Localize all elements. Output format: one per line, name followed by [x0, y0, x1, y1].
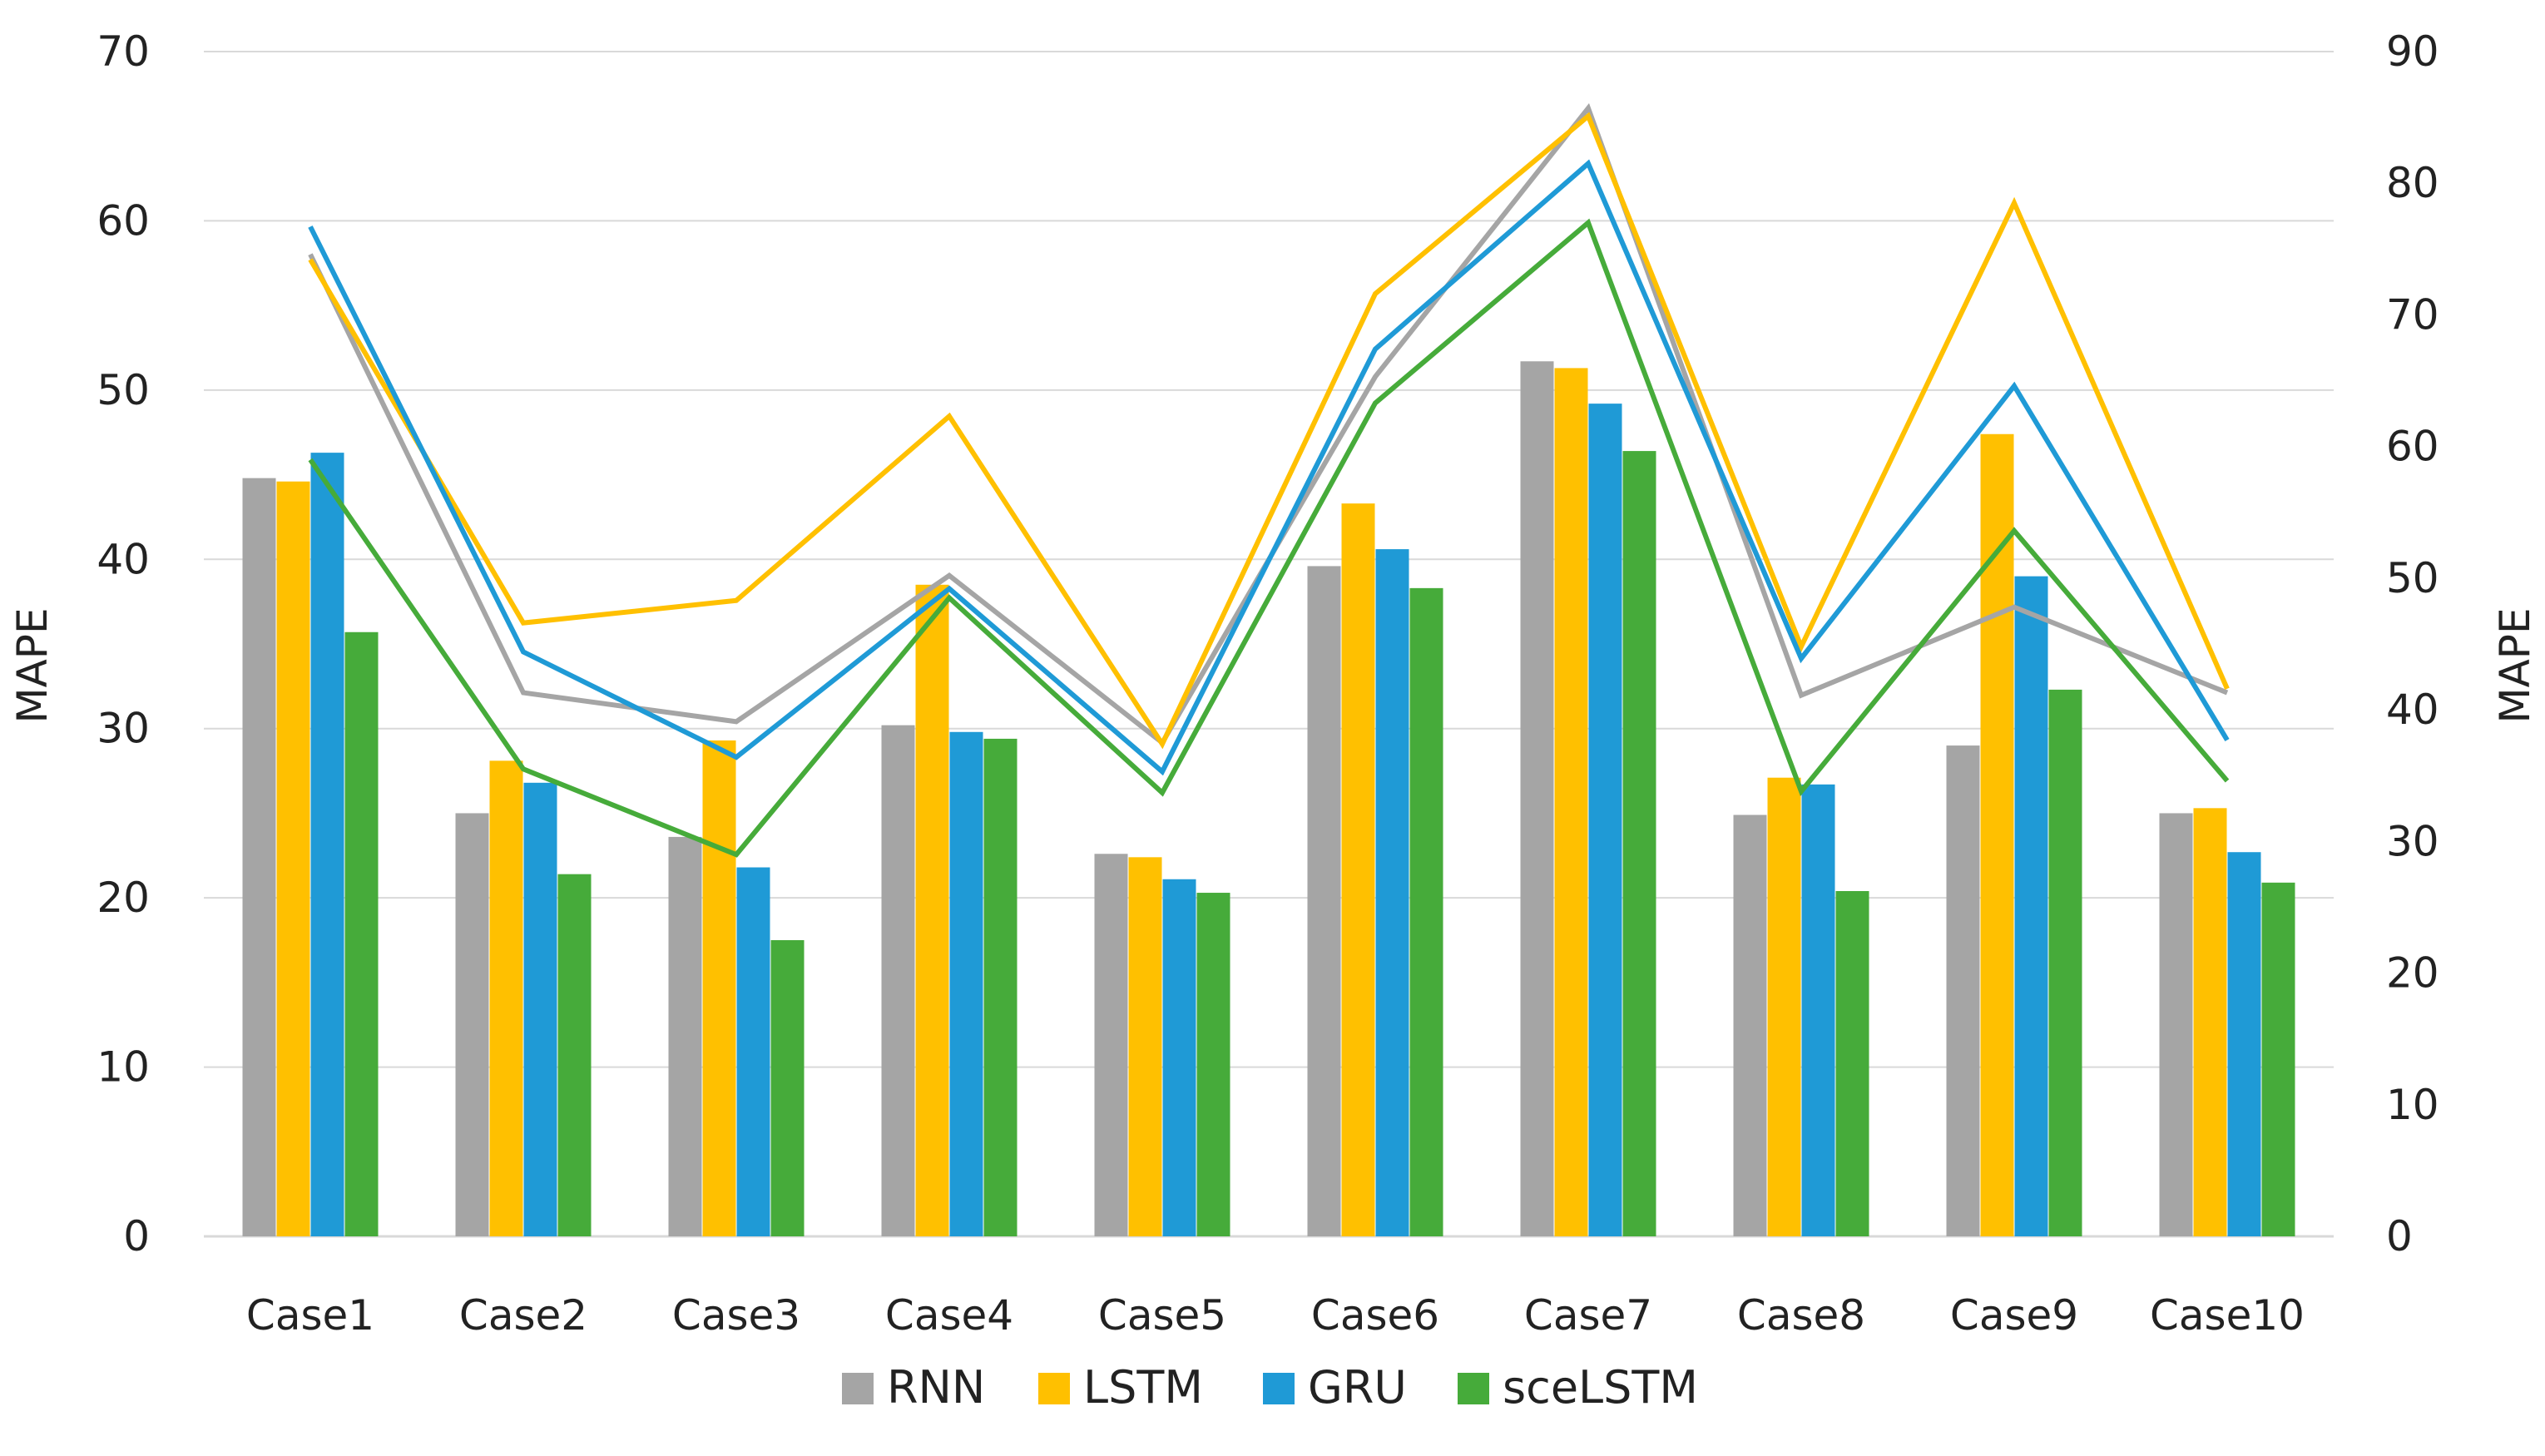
- y-tick-label-left: 40: [97, 535, 150, 583]
- bar-gru-case6: [1375, 549, 1409, 1236]
- bar-rnn-case4: [881, 725, 915, 1236]
- bar-gru-case1: [310, 453, 344, 1236]
- y-tick-label-right: 10: [2386, 1081, 2439, 1129]
- bar-lstm-case6: [1341, 503, 1375, 1236]
- bar-lstm-case2: [489, 760, 523, 1236]
- bar-scelstm-case1: [344, 631, 379, 1236]
- line-rnn: [308, 102, 2229, 747]
- legend-swatch-rnn: [842, 1373, 874, 1404]
- legend-label-rnn: RNN: [887, 1361, 985, 1414]
- y-tick-label-left: 70: [97, 27, 150, 76]
- bar-gru-case4: [949, 731, 983, 1236]
- bar-gru-case9: [2014, 576, 2048, 1236]
- bar-scelstm-case3: [770, 940, 805, 1236]
- bar-scelstm-case5: [1196, 893, 1230, 1236]
- x-tick-label: Case10: [2150, 1291, 2305, 1340]
- bar-rnn-case1: [242, 478, 276, 1236]
- bar-lstm-case3: [702, 740, 736, 1236]
- bar-lstm-case7: [1554, 368, 1588, 1237]
- bar-rnn-case2: [455, 813, 489, 1236]
- legend-label-lstm: LSTM: [1083, 1361, 1203, 1414]
- bar-scelstm-case7: [1622, 451, 1656, 1236]
- y-tick-label-left: 0: [123, 1212, 150, 1260]
- bar-scelstm-case10: [2261, 882, 2295, 1236]
- y-tick-label-left: 50: [97, 366, 150, 414]
- bar-gru-case8: [1801, 784, 1835, 1236]
- legend-label-scelstm: sceLSTM: [1503, 1361, 1698, 1414]
- line-gru: [308, 159, 2230, 776]
- y-tick-label-right: 50: [2386, 554, 2439, 602]
- bar-gru-case5: [1162, 879, 1196, 1236]
- bar-lstm-case10: [2193, 808, 2227, 1236]
- bar-lstm-case1: [276, 481, 310, 1236]
- y-tick-label-left: 60: [97, 196, 150, 245]
- x-tick-label: Case1: [246, 1291, 374, 1340]
- lines: [308, 102, 2230, 858]
- legend-swatch-gru: [1263, 1373, 1295, 1404]
- bar-lstm-case4: [915, 584, 949, 1236]
- bar-scelstm-case2: [557, 874, 592, 1236]
- x-tick-label: Case9: [1950, 1291, 2078, 1340]
- bar-rnn-case5: [1094, 854, 1128, 1236]
- legend-swatch-lstm: [1038, 1373, 1070, 1404]
- x-tick-label: Case6: [1311, 1291, 1439, 1340]
- bar-rnn-case3: [668, 836, 702, 1236]
- bar-scelstm-case4: [983, 738, 1018, 1236]
- bar-scelstm-case9: [2048, 689, 2082, 1236]
- bar-lstm-case5: [1128, 857, 1162, 1236]
- x-tick-label: Case4: [885, 1291, 1013, 1340]
- y-tick-label-right: 20: [2386, 949, 2439, 998]
- bar-gru-case10: [2227, 852, 2261, 1236]
- legend-swatch-scelstm: [1458, 1373, 1489, 1404]
- line-scelstm: [308, 218, 2230, 858]
- bar-rnn-case10: [2159, 813, 2193, 1236]
- y-tick-label-left: 10: [97, 1043, 150, 1092]
- y-tick-label-right: 30: [2386, 817, 2439, 865]
- y-tick-label-right: 70: [2386, 290, 2439, 339]
- x-tick-label: Case5: [1098, 1291, 1226, 1340]
- legend: RNN LSTM GRU sceLSTM: [842, 1361, 1698, 1414]
- y-tick-label-right: 60: [2386, 423, 2439, 471]
- bar-lstm-case8: [1767, 777, 1801, 1236]
- bar-rnn-case6: [1307, 566, 1341, 1236]
- y-tick-label-right: 40: [2386, 686, 2439, 734]
- x-tick-label: Case2: [459, 1291, 587, 1340]
- axes: 0 10 20 30 40 50 60 70 0 10 20 30 40 50 60 70 80 90 Case1 C…: [97, 27, 2439, 1340]
- y-axis-title-right: MAPE: [2491, 607, 2539, 723]
- bar-scelstm-case8: [1835, 891, 1869, 1236]
- bars: [242, 361, 2295, 1237]
- x-tick-label: Case7: [1524, 1291, 1652, 1340]
- bar-gru-case2: [523, 782, 557, 1236]
- x-tick-label: Case8: [1737, 1291, 1865, 1340]
- legend-label-gru: GRU: [1308, 1361, 1407, 1414]
- line-lstm: [308, 111, 2230, 750]
- bar-rnn-case9: [1946, 745, 1980, 1236]
- y-tick-label-left: 30: [97, 705, 150, 753]
- bar-gru-case7: [1588, 404, 1622, 1236]
- gridlines: [204, 51, 2334, 1238]
- bar-gru-case3: [736, 867, 770, 1236]
- y-tick-label-left: 20: [97, 874, 150, 922]
- x-tick-label: Case3: [672, 1291, 800, 1340]
- y-tick-label-right: 80: [2386, 159, 2439, 207]
- y-tick-label-right: 0: [2386, 1212, 2413, 1260]
- y-axis-title-left: MAPE: [8, 607, 57, 723]
- y-tick-label-right: 90: [2386, 27, 2439, 76]
- bar-rnn-case7: [1520, 361, 1554, 1236]
- bar-scelstm-case6: [1409, 587, 1443, 1236]
- bar-rnn-case8: [1733, 815, 1767, 1236]
